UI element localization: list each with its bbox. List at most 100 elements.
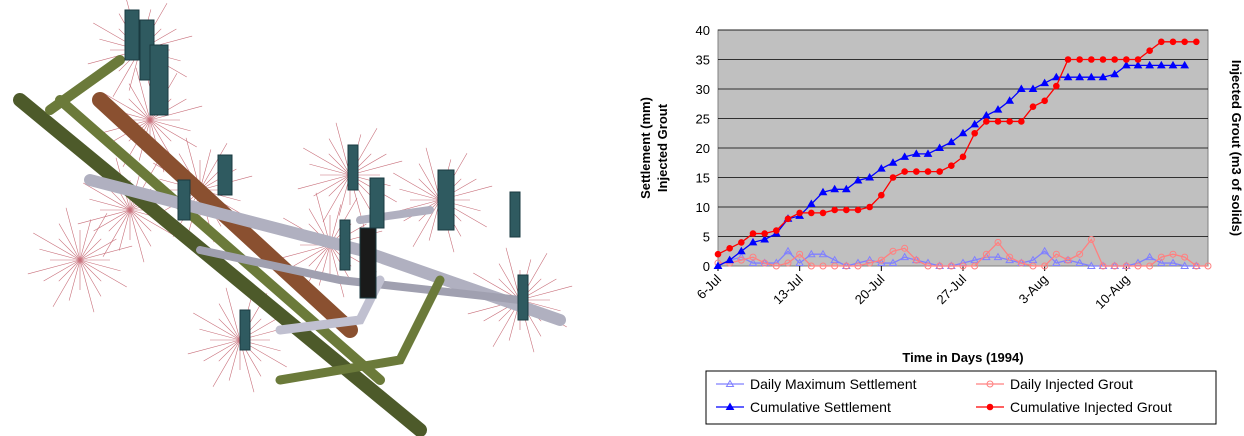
daily-injected-grout-point bbox=[959, 262, 967, 270]
x-axis-ticks: 6-Jul 13-Jul 20-Jul 27-Jul 3-Aug 10-Aug bbox=[694, 266, 1132, 312]
daily-maximum-settlement-point bbox=[900, 252, 910, 261]
cumulative-settlement-point bbox=[1040, 78, 1050, 87]
cumulative-injected-grout-point bbox=[1064, 56, 1072, 63]
grout-line bbox=[79, 238, 117, 261]
cumulative-settlement-point bbox=[911, 149, 921, 157]
grout-line bbox=[83, 182, 131, 211]
daily-injected-grout-point bbox=[854, 262, 862, 270]
daily-injected-grout-series bbox=[714, 235, 1212, 270]
cumulative-settlement-point bbox=[760, 234, 770, 243]
cumulative-settlement-point bbox=[1063, 72, 1073, 81]
daily-maximum-settlement-point bbox=[818, 249, 828, 258]
cumulative-injected-grout-point bbox=[901, 168, 908, 175]
legend-box bbox=[705, 370, 1217, 425]
daily-maximum-settlement-point bbox=[1180, 261, 1190, 269]
ventilation-shafts bbox=[124, 9, 529, 351]
legend-item-cumulative-injected-grout: Cumulative Injected Grout bbox=[976, 399, 1172, 415]
grout-line bbox=[328, 174, 351, 197]
grout-line bbox=[79, 238, 102, 261]
cumulative-settlement-point bbox=[935, 143, 945, 151]
grout-line bbox=[418, 178, 441, 201]
grout-line bbox=[203, 339, 241, 362]
legend-item-daily-maximum-settlement: Daily Maximum Settlement bbox=[716, 376, 917, 392]
legend-label: Daily Maximum Settlement bbox=[750, 376, 917, 392]
grout-line bbox=[103, 92, 151, 121]
grout-line bbox=[212, 339, 241, 387]
grout-line bbox=[129, 209, 177, 238]
cumulative-injected-grout-series bbox=[714, 38, 1200, 258]
cumulative-settlement-point bbox=[736, 246, 746, 255]
tunnel-network-illustration bbox=[13, 0, 573, 436]
daily-injected-grout-point bbox=[807, 262, 815, 270]
daily-injected-grout-point bbox=[1111, 262, 1119, 270]
y-tick-label: 35 bbox=[696, 53, 710, 68]
grout-line bbox=[498, 263, 521, 301]
cumulative-injected-grout-point bbox=[1181, 38, 1188, 46]
cumulative-injected-grout-point bbox=[819, 209, 827, 217]
cumulative-injected-grout-point bbox=[924, 168, 932, 175]
daily-injected-grout-point bbox=[1029, 262, 1037, 270]
legend-label: Cumulative Injected Grout bbox=[1010, 399, 1172, 415]
cumulative-injected-grout-point bbox=[936, 168, 943, 175]
daily-maximum-settlement-point bbox=[1086, 261, 1096, 269]
grout-line bbox=[129, 209, 152, 232]
cumulative-settlement-point bbox=[1156, 60, 1166, 69]
daily-injected-grout-point bbox=[772, 262, 780, 270]
daily-injected-grout-point bbox=[1169, 250, 1177, 258]
cumulative-injected-grout-point bbox=[1006, 118, 1013, 125]
cumulative-injected-grout-point bbox=[1123, 56, 1130, 63]
y-tick-label: 30 bbox=[696, 82, 710, 97]
grout-line bbox=[79, 245, 133, 261]
cumulative-settlement-point bbox=[1086, 72, 1096, 81]
grout-line bbox=[58, 238, 81, 261]
cumulative-injected-grout-point bbox=[889, 174, 897, 181]
cumulative-injected-grout-point bbox=[854, 206, 862, 214]
daily-injected-grout-point bbox=[1017, 259, 1025, 267]
cumulative-injected-grout-point bbox=[1041, 97, 1048, 105]
cumulative-injected-grout-point bbox=[959, 153, 967, 161]
grout-line bbox=[519, 285, 573, 301]
cumulative-injected-grout-point bbox=[983, 118, 990, 125]
x-tick-label: 20-Jul bbox=[852, 271, 888, 307]
daily-injected-grout-point bbox=[819, 262, 827, 270]
x-axis-title: Time in Days (1994) bbox=[902, 350, 1023, 365]
cumulative-injected-grout-point bbox=[878, 191, 885, 199]
grout-line bbox=[128, 98, 151, 121]
cumulative-injected-grout-point bbox=[1076, 56, 1083, 63]
grout-line bbox=[108, 209, 131, 232]
daily-injected-grout-point bbox=[1157, 253, 1165, 261]
grout-line bbox=[218, 339, 241, 362]
daily-injected-grout-point bbox=[924, 262, 932, 270]
cumulative-injected-grout-point bbox=[1088, 56, 1095, 63]
daily-injected-grout-point bbox=[982, 250, 990, 258]
gridlines bbox=[718, 29, 1208, 237]
grout-line bbox=[399, 188, 441, 201]
grout-line bbox=[149, 119, 191, 132]
grout-line bbox=[303, 147, 351, 176]
cumulative-settlement-point bbox=[841, 184, 851, 193]
daily-injected-grout-point bbox=[947, 262, 955, 270]
cumulative-settlement-point bbox=[1121, 60, 1131, 69]
cumulative-injected-grout-point bbox=[994, 118, 1002, 125]
daily-injected-grout-point bbox=[971, 262, 979, 270]
cumulative-settlement-point bbox=[1168, 60, 1178, 69]
daily-injected-grout-point bbox=[877, 256, 885, 264]
grout-line bbox=[39, 248, 81, 261]
cumulative-injected-grout-point bbox=[1053, 82, 1060, 90]
daily-injected-grout-point bbox=[1052, 250, 1060, 258]
cumulative-injected-grout-point bbox=[784, 215, 792, 223]
daily-maximum-settlement-point bbox=[1051, 258, 1061, 267]
cumulative-injected-grout-point bbox=[738, 239, 745, 246]
cumulative-settlement-point bbox=[993, 105, 1003, 113]
daily-maximum-settlement-point bbox=[888, 258, 898, 267]
daily-injected-grout-point bbox=[842, 262, 850, 270]
cumulative-injected-grout-point bbox=[1018, 118, 1025, 125]
cumulative-injected-grout-point bbox=[1134, 56, 1142, 63]
cumulative-injected-grout-point bbox=[1193, 38, 1200, 46]
grout-line bbox=[277, 244, 331, 260]
y-tick-label: 20 bbox=[696, 141, 710, 156]
grout-line bbox=[79, 259, 95, 313]
cumulative-injected-grout-point bbox=[866, 203, 873, 211]
cumulative-injected-grout-point bbox=[831, 206, 838, 214]
y-tick-label: 0 bbox=[703, 259, 710, 274]
